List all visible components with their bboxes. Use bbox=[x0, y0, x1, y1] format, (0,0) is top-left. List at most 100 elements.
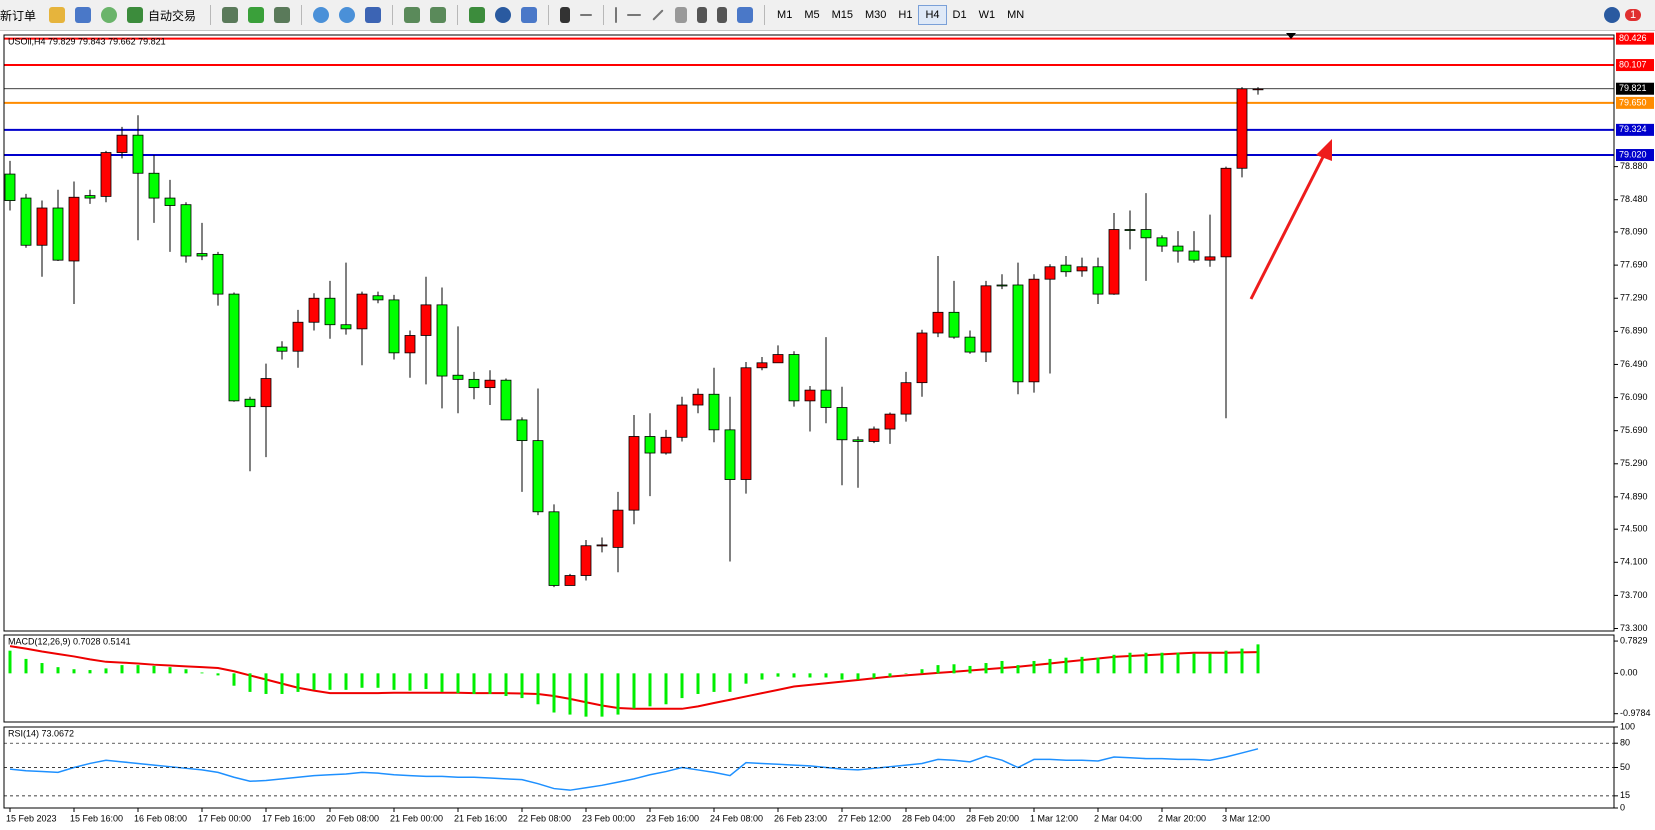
y-tick-label: 78.480 bbox=[1620, 194, 1648, 204]
price-label: 79.020 bbox=[1616, 149, 1654, 162]
candle-body bbox=[292, 321, 304, 352]
histogram-bar bbox=[360, 673, 364, 688]
x-tick-label: 15 Feb 2023 bbox=[6, 813, 57, 823]
histogram-bar bbox=[696, 673, 700, 694]
icon[interactable] bbox=[469, 7, 486, 23]
x-tick-label: 2 Mar 20:00 bbox=[1158, 813, 1206, 823]
candle-body bbox=[1172, 245, 1184, 252]
histogram-bar bbox=[552, 673, 556, 713]
notification-badge[interactable]: 1 bbox=[1625, 9, 1641, 21]
candle-body bbox=[1044, 266, 1056, 280]
new-order-button[interactable]: 新订单 bbox=[0, 7, 36, 24]
histogram-bar bbox=[1000, 660, 1004, 674]
candle-body bbox=[916, 332, 928, 384]
icon[interactable] bbox=[365, 7, 382, 23]
timeframe-button[interactable]: D1 bbox=[952, 9, 967, 21]
timeframe-button[interactable]: M5 bbox=[804, 9, 820, 21]
price-label: 80.107 bbox=[1616, 59, 1654, 72]
histogram-bar bbox=[472, 673, 476, 694]
icon[interactable] bbox=[222, 7, 239, 23]
icon[interactable] bbox=[580, 14, 593, 16]
y-tick-label: 80 bbox=[1620, 738, 1630, 748]
histogram-bar bbox=[1080, 656, 1084, 674]
icon[interactable] bbox=[717, 7, 728, 23]
timeframe-button[interactable]: MN bbox=[1007, 9, 1025, 21]
separator bbox=[764, 5, 766, 25]
candle-body bbox=[740, 367, 752, 480]
histogram-bar bbox=[408, 673, 412, 691]
icon[interactable] bbox=[404, 7, 421, 23]
candle-body bbox=[420, 304, 432, 336]
timeframe-button[interactable]: M30 bbox=[865, 9, 887, 21]
auto-trading-button[interactable]: 自动交易 bbox=[122, 7, 196, 24]
histogram-bar bbox=[1224, 650, 1228, 674]
x-tick-label: 1 Mar 12:00 bbox=[1030, 813, 1078, 823]
candle-body bbox=[900, 382, 912, 415]
timeframe-button[interactable]: H4 bbox=[918, 5, 947, 25]
candle-body bbox=[804, 389, 816, 402]
candle-body bbox=[388, 299, 400, 354]
icon[interactable] bbox=[101, 7, 118, 23]
x-tick-label: 21 Feb 00:00 bbox=[390, 813, 443, 823]
candle-body bbox=[724, 429, 736, 480]
candle-body bbox=[548, 511, 560, 586]
candle-body bbox=[132, 134, 144, 174]
y-tick-label: 77.690 bbox=[1620, 259, 1648, 269]
histogram-bar bbox=[200, 672, 204, 674]
histogram-bar bbox=[1032, 660, 1036, 674]
icon[interactable] bbox=[313, 7, 330, 23]
candle-body bbox=[68, 196, 80, 262]
chart: 0 15 50 80 100 RSI(14) 73.0672 -0.9784 0.00 0.78… bbox=[3, 32, 1654, 823]
icon[interactable] bbox=[274, 7, 291, 23]
candle-body bbox=[500, 379, 512, 421]
icon[interactable] bbox=[737, 7, 754, 23]
icon[interactable] bbox=[49, 7, 66, 23]
annotation-arrowhead bbox=[1316, 139, 1332, 161]
candle-body bbox=[1012, 284, 1024, 383]
icon[interactable] bbox=[627, 14, 642, 16]
search-icon[interactable] bbox=[1604, 7, 1620, 23]
icon[interactable] bbox=[339, 7, 356, 23]
pane-title: USOil,H4 79.829 79.843 79.662 79.821 bbox=[8, 36, 166, 46]
icon[interactable] bbox=[521, 7, 538, 23]
x-tick-label: 16 Feb 08:00 bbox=[134, 813, 187, 823]
icon[interactable] bbox=[560, 7, 571, 23]
icon[interactable] bbox=[430, 7, 447, 23]
icon[interactable] bbox=[75, 7, 92, 23]
pane-title: MACD(12,26,9) 0.7028 0.5141 bbox=[8, 636, 131, 646]
histogram-bar bbox=[1128, 652, 1132, 674]
price-label-box bbox=[1616, 123, 1654, 136]
histogram-bar bbox=[488, 673, 492, 694]
histogram-bar bbox=[984, 663, 988, 674]
candle-body bbox=[1060, 264, 1072, 273]
histogram-bar bbox=[776, 673, 780, 677]
candle-body bbox=[852, 439, 864, 442]
y-tick-label: 74.500 bbox=[1620, 524, 1648, 534]
histogram-bar bbox=[1016, 665, 1020, 674]
y-tick-label: 15 bbox=[1620, 790, 1630, 800]
icon[interactable] bbox=[615, 7, 618, 23]
histogram-bar bbox=[1112, 654, 1116, 674]
histogram-bar bbox=[312, 673, 316, 690]
y-tick-label: 100 bbox=[1620, 721, 1635, 731]
timeframe-button[interactable]: H1 bbox=[898, 9, 913, 21]
icon[interactable] bbox=[697, 7, 708, 23]
y-tick-label: 50 bbox=[1620, 762, 1630, 772]
rsi-line bbox=[9, 748, 1259, 791]
timeframe-button[interactable]: M1 bbox=[777, 9, 793, 21]
candle-body bbox=[148, 172, 160, 199]
icon[interactable] bbox=[495, 7, 512, 23]
candle-body bbox=[964, 336, 976, 353]
icon[interactable] bbox=[248, 7, 265, 23]
icon[interactable] bbox=[675, 7, 688, 23]
x-tick-label: 17 Feb 00:00 bbox=[198, 813, 251, 823]
histogram-bar bbox=[376, 673, 380, 688]
histogram-bar bbox=[1048, 658, 1052, 674]
histogram-bar bbox=[120, 665, 124, 674]
y-tick-label: 74.890 bbox=[1620, 491, 1648, 501]
timeframe-button[interactable]: W1 bbox=[978, 9, 996, 21]
timeframe-button[interactable]: M15 bbox=[831, 9, 853, 21]
icon[interactable] bbox=[652, 9, 664, 21]
candle-body bbox=[436, 304, 448, 377]
candle-body bbox=[1252, 88, 1264, 91]
